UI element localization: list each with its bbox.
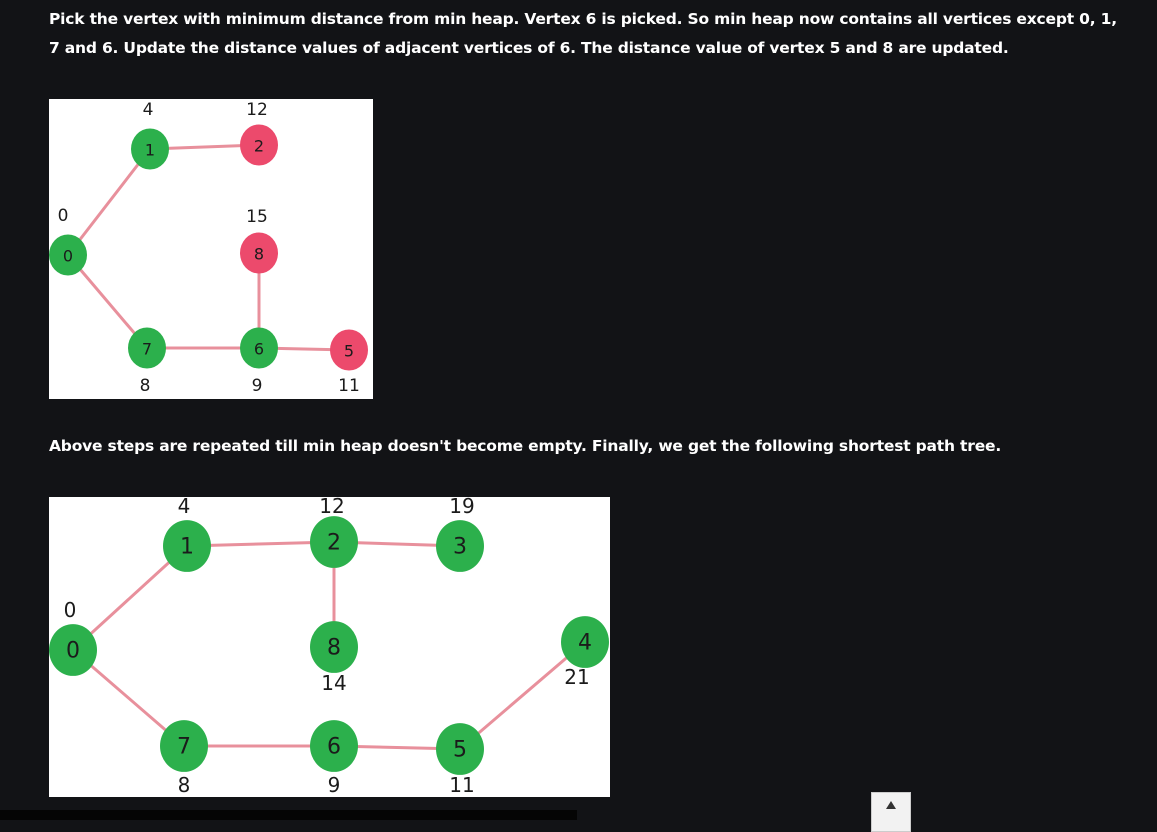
- graph-distance-label-6: 9: [252, 376, 263, 396]
- graph-node-label-5: 5: [453, 738, 467, 763]
- graph-figure-final: 0 0 1 4 2 12 3 19 8 14 4 21 7 8 6 9 5 11: [49, 497, 610, 797]
- graph-node-label-7: 7: [177, 735, 191, 760]
- graph-node-label-6: 6: [254, 340, 264, 359]
- graph-node-label-3: 3: [453, 535, 467, 560]
- graph-node-5: [436, 723, 484, 775]
- graph-distance-label-2: 12: [319, 497, 344, 518]
- graph-distance-label-7: 8: [140, 376, 151, 396]
- graph-node-label-1: 1: [145, 141, 155, 160]
- graph-node-8: [240, 232, 278, 274]
- graph-node-6: [310, 720, 358, 772]
- graph-distance-label-4: 21: [564, 665, 589, 689]
- graph-edge-0-7: [66, 253, 149, 350]
- graph-node-3: [436, 520, 484, 572]
- graph-distance-label-5: 11: [338, 376, 360, 396]
- graph-node-4: [561, 616, 609, 668]
- graph-node-label-0: 0: [66, 639, 80, 664]
- graph-figure-step: 0 0 1 4 2 12 8 15 7 8 6 9 5 11: [49, 99, 373, 399]
- graph-node-label-8: 8: [254, 245, 264, 264]
- graph-distance-label-1: 4: [178, 497, 191, 518]
- graph-distance-label-0: 0: [58, 206, 69, 226]
- graph-distance-label-3: 19: [449, 497, 474, 518]
- graph-node-2: [240, 124, 278, 166]
- scroll-to-top-button[interactable]: [871, 792, 911, 832]
- graph-node-8: [310, 621, 358, 673]
- graph-node-label-1: 1: [180, 535, 194, 560]
- graph-distance-label-5: 11: [449, 773, 474, 797]
- graph-distance-label-6: 9: [328, 773, 341, 797]
- graph-distance-label-8: 15: [246, 207, 268, 227]
- graph-node-label-7: 7: [142, 340, 152, 359]
- arrow-up-icon: [886, 801, 896, 809]
- graph-edge-0-1: [66, 147, 152, 257]
- graph-distance-label-7: 8: [178, 773, 191, 797]
- graph-node-label-8: 8: [327, 636, 341, 661]
- bottom-link-bar[interactable]: [0, 810, 577, 820]
- graph-step-svg: 0 0 1 4 2 12 8 15 7 8 6 9 5 11: [49, 100, 368, 396]
- graph-node-label-2: 2: [254, 137, 264, 156]
- graph-node-1: [131, 128, 169, 170]
- graph-node-1: [163, 520, 211, 572]
- graph-distance-label-2: 12: [246, 100, 268, 120]
- graph-edge-5-4: [458, 640, 587, 751]
- graph-distance-label-1: 4: [143, 100, 154, 120]
- graph-edge-0-1: [71, 544, 189, 652]
- graph-node-7: [128, 327, 166, 369]
- graph-node-0: [49, 234, 87, 276]
- graph-node-6: [240, 327, 278, 369]
- graph-node-label-2: 2: [327, 531, 341, 556]
- paragraph-step-description: Pick the vertex with minimum distance fr…: [49, 10, 1117, 57]
- graph-node-7: [160, 720, 208, 772]
- paragraph-final-description: Above steps are repeated till min heap d…: [49, 437, 1002, 455]
- graph-node-label-6: 6: [327, 735, 341, 760]
- graph-node-label-0: 0: [63, 247, 73, 266]
- graph-node-5: [330, 329, 368, 371]
- graph-distance-label-0: 0: [64, 598, 77, 622]
- graph-node-label-4: 4: [578, 631, 592, 656]
- graph-node-label-5: 5: [344, 342, 354, 361]
- graph-distance-label-8: 14: [321, 671, 346, 695]
- graph-edge-1-2: [185, 540, 336, 548]
- graph-node-2: [310, 516, 358, 568]
- graph-node-0: [49, 624, 97, 676]
